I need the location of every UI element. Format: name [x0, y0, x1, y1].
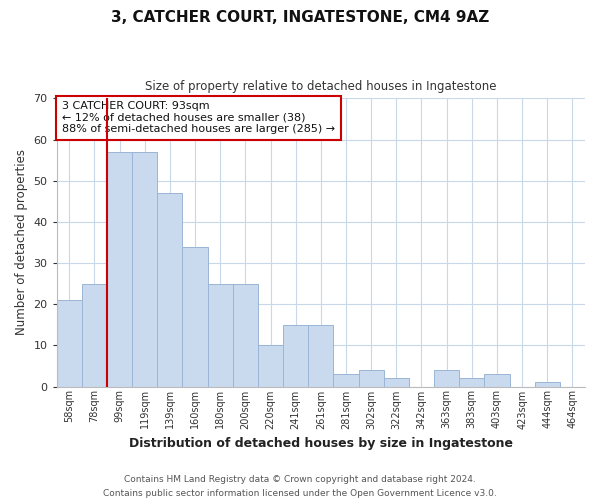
Title: Size of property relative to detached houses in Ingatestone: Size of property relative to detached ho… [145, 80, 497, 93]
Bar [208, 284, 233, 387]
Bar [82, 284, 107, 387]
Bar [132, 152, 157, 386]
Y-axis label: Number of detached properties: Number of detached properties [15, 150, 28, 336]
Text: 3 CATCHER COURT: 93sqm
← 12% of detached houses are smaller (38)
88% of semi-det: 3 CATCHER COURT: 93sqm ← 12% of detached… [62, 101, 335, 134]
Bar [359, 370, 384, 386]
Bar [57, 300, 82, 386]
Bar [308, 325, 334, 386]
Bar [283, 325, 308, 386]
Bar [107, 152, 132, 386]
X-axis label: Distribution of detached houses by size in Ingatestone: Distribution of detached houses by size … [129, 437, 513, 450]
Bar [258, 346, 283, 387]
Bar [459, 378, 484, 386]
Text: 3, CATCHER COURT, INGATESTONE, CM4 9AZ: 3, CATCHER COURT, INGATESTONE, CM4 9AZ [111, 10, 489, 25]
Bar [384, 378, 409, 386]
Bar [182, 246, 208, 386]
Bar [484, 374, 509, 386]
Bar [434, 370, 459, 386]
Bar [535, 382, 560, 386]
Bar [334, 374, 359, 386]
Bar [157, 193, 182, 386]
Text: Contains HM Land Registry data © Crown copyright and database right 2024.
Contai: Contains HM Land Registry data © Crown c… [103, 476, 497, 498]
Bar [233, 284, 258, 387]
